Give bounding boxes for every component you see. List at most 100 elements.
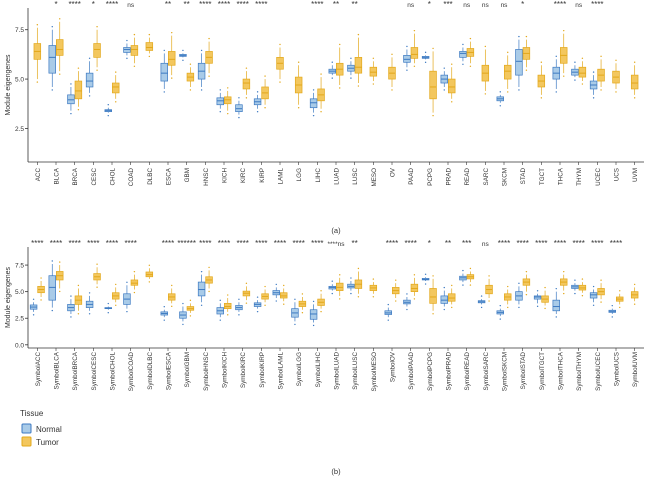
box-tumor-box — [410, 47, 419, 59]
box-tumor-outlier — [469, 37, 472, 40]
box-tumor-outlier — [432, 275, 434, 277]
significance-label: ** — [165, 0, 171, 9]
box-tumor-outlier — [581, 278, 584, 280]
x-tick-label: SymbolPCPG — [427, 352, 434, 391]
plot-area — [28, 8, 644, 162]
box-tumor-outlier — [484, 93, 487, 95]
x-tick-label: LUAD — [334, 168, 341, 185]
box-tumor-outlier — [619, 306, 621, 309]
box-normal-outlier — [238, 298, 240, 300]
significance-label: **** — [199, 239, 211, 248]
box-normal-box — [533, 295, 542, 300]
box-tumor-outlier — [339, 87, 341, 89]
x-tick-label: SymbolCESC — [91, 352, 98, 391]
box-tumor-outlier — [227, 112, 229, 115]
box-normal-outlier — [387, 319, 389, 321]
box-tumor-outlier — [432, 47, 434, 50]
box-tumor-box — [130, 279, 139, 286]
significance-label: **** — [554, 0, 566, 9]
box-tumor-outlier — [581, 83, 584, 85]
x-tick-label: SymbolTHCA — [558, 351, 565, 390]
x-tick-label: SymbolSKCM — [502, 352, 509, 391]
significance-label: **** — [162, 239, 174, 248]
box-normal-outlier — [406, 308, 408, 311]
box-tumor-outlier — [133, 65, 136, 67]
box-normal-outlier — [238, 97, 240, 99]
box-tumor-outlier — [279, 81, 281, 83]
box-normal-outlier — [163, 91, 165, 93]
y-tick-label: 7.5 — [15, 27, 24, 34]
box-normal-outlier — [238, 314, 240, 316]
significance-label: ns — [482, 241, 490, 248]
box-tumor-outlier — [525, 35, 528, 38]
y-tick-label: 5.0 — [15, 289, 24, 296]
box-normal-outlier — [275, 283, 277, 286]
significance-label: *** — [462, 239, 471, 248]
significance-label: **** — [610, 239, 622, 248]
box-normal-box — [48, 45, 56, 74]
box-tumor-outlier — [357, 267, 360, 270]
x-tick-label: SymbolLUSC — [352, 352, 359, 390]
box-normal-outlier — [424, 273, 427, 275]
box-tumor-outlier — [563, 292, 565, 295]
significance-label: **** — [554, 239, 566, 248]
box-normal-outlier — [350, 57, 352, 60]
box-normal-box — [589, 292, 598, 299]
box-tumor-outlier — [540, 61, 543, 63]
box-tumor-outlier — [633, 97, 636, 99]
box-tumor-outlier — [320, 110, 322, 113]
box-tumor-box — [242, 78, 251, 90]
x-tick-label: BRCA — [72, 167, 79, 185]
box-tumor-outlier — [320, 310, 322, 313]
box-normal-box — [552, 299, 560, 312]
x-tick-label: KIRC — [240, 168, 247, 183]
box-tumor-outlier — [563, 75, 565, 77]
x-tick-label: OV — [390, 167, 397, 177]
box-tumor-outlier — [208, 37, 210, 40]
box-tumor-outlier — [540, 97, 543, 99]
x-tick-label: SymbolBLCA — [54, 351, 61, 389]
y-tick-label: 2.5 — [15, 126, 24, 133]
box-tumor-outlier — [171, 77, 173, 79]
box-tumor-outlier — [372, 57, 375, 60]
x-tick-label: SymbolLIHC — [315, 352, 322, 388]
box-tumor-outlier — [189, 63, 192, 65]
significance-label: **** — [386, 239, 398, 248]
x-tick-label: SymbolTGCT — [539, 352, 546, 390]
box-tumor-box — [56, 39, 64, 56]
box-normal-outlier — [256, 91, 259, 93]
box-tumor-outlier — [320, 290, 322, 292]
x-tick-label: THCA — [558, 167, 565, 185]
significance-label: **** — [199, 0, 211, 9]
significance-label: * — [428, 0, 431, 9]
box-normal-outlier — [200, 304, 203, 306]
box-normal-outlier — [387, 303, 389, 306]
significance-label: **** — [236, 239, 248, 248]
box-tumor-outlier — [115, 71, 117, 73]
significance-label: ** — [333, 0, 339, 9]
legend-title: Tissue — [20, 409, 44, 418]
box-normal-outlier — [256, 110, 259, 113]
box-tumor-outlier — [507, 51, 509, 54]
box-tumor-outlier — [297, 61, 300, 63]
x-tick-label: LGG — [296, 168, 303, 181]
box-normal-outlier — [499, 318, 501, 320]
significance-label: **** — [218, 239, 230, 248]
box-tumor-outlier — [208, 290, 210, 293]
box-tumor-outlier — [339, 298, 341, 300]
box-normal-outlier — [499, 105, 501, 107]
box-tumor-outlier — [339, 43, 341, 46]
x-tick-label: GBM — [184, 168, 191, 182]
box-normal-box — [309, 309, 318, 320]
box-tumor-box — [354, 57, 363, 74]
box-normal-outlier — [256, 310, 259, 313]
box-tumor-outlier — [615, 91, 617, 93]
box-normal-outlier — [462, 269, 464, 272]
significance-label: **** — [516, 239, 528, 248]
x-tick-label: SymbolDLBC — [147, 352, 154, 390]
box-tumor-outlier — [357, 296, 360, 298]
box-normal-outlier — [462, 63, 464, 66]
box-tumor-outlier — [372, 83, 375, 85]
box-tumor-outlier — [264, 285, 266, 288]
